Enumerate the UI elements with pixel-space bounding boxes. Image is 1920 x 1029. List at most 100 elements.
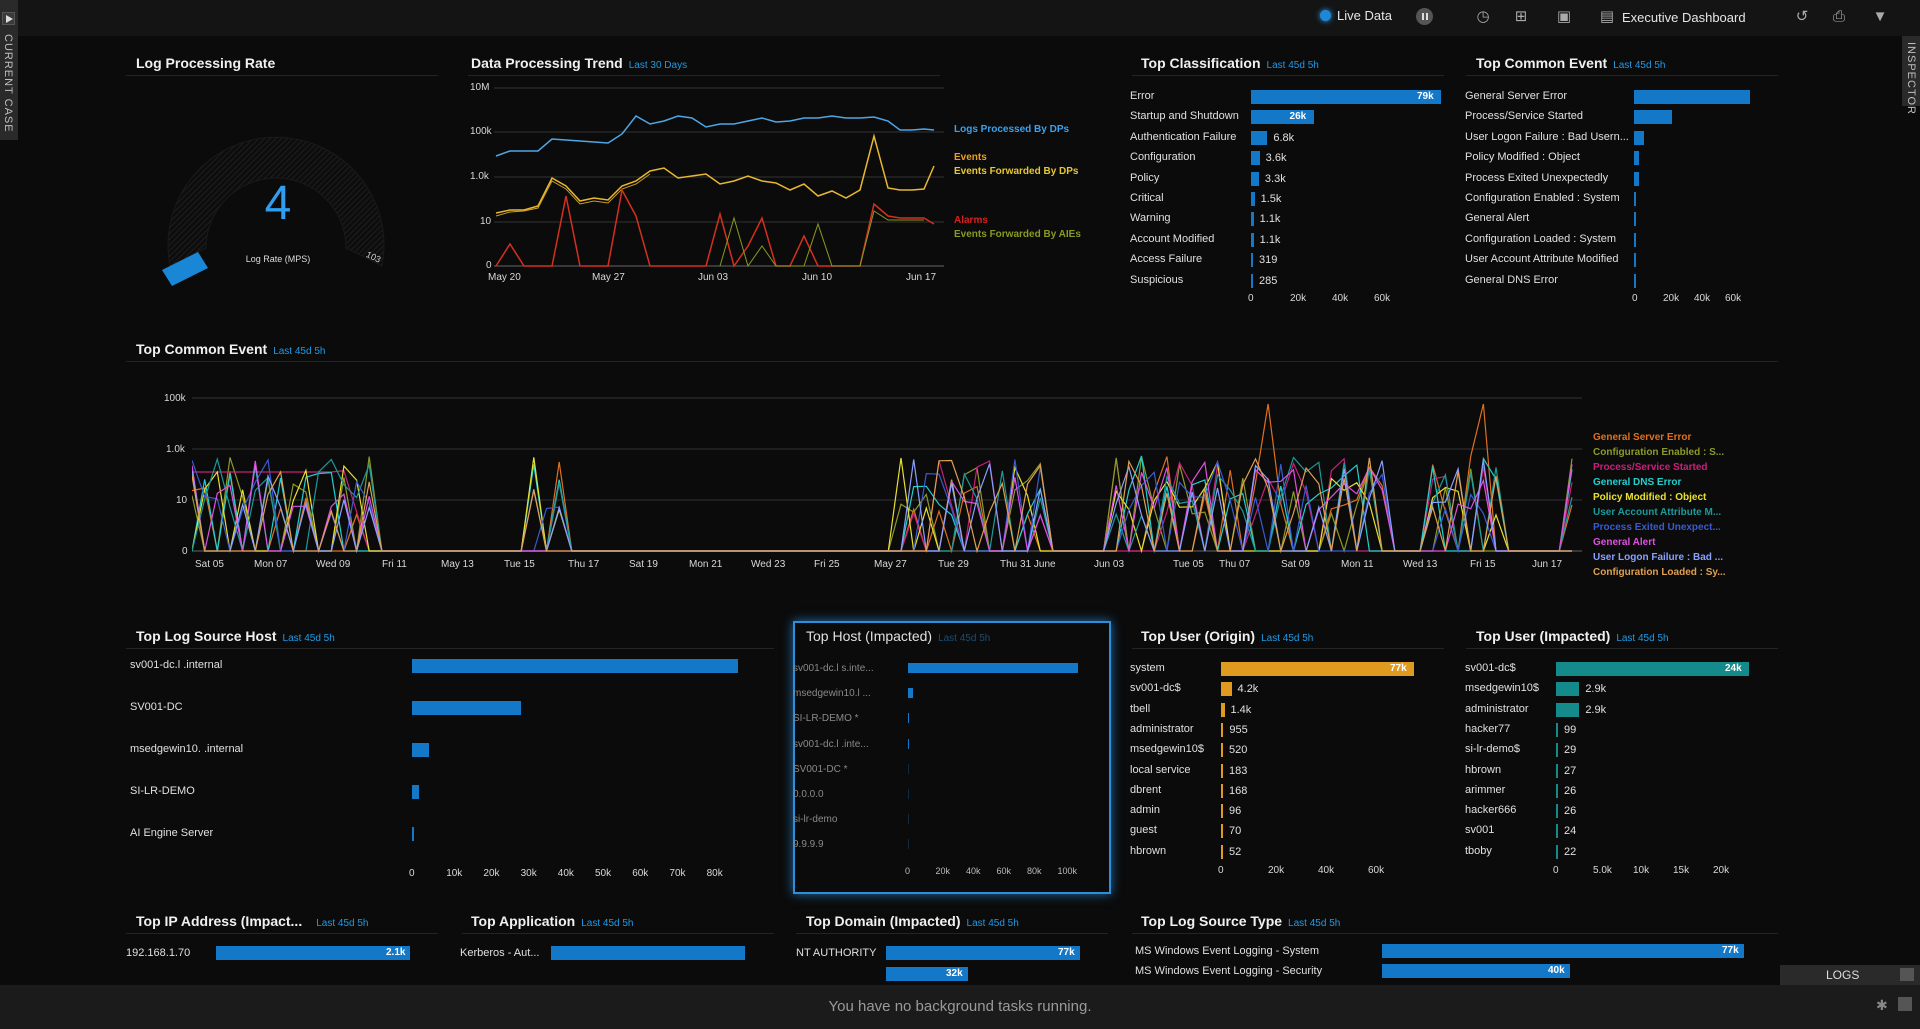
host-impacted-bar[interactable] [908, 713, 909, 724]
legend-logs-processed[interactable]: Logs Processed By DPs [954, 124, 1070, 135]
user-impacted-bar[interactable] [1556, 824, 1558, 839]
user-origin-value: 955 [1229, 723, 1248, 736]
user-impacted-bar[interactable] [1556, 702, 1580, 717]
user-impacted-bar[interactable] [1556, 783, 1558, 798]
y-tick: 10 [480, 216, 492, 227]
user-impacted-bar[interactable] [1556, 662, 1749, 676]
classification-bar[interactable] [1251, 253, 1253, 268]
user-origin-bar[interactable] [1221, 804, 1223, 819]
top-host-impacted-title: Top Host (Impacted) Last 45d 5h [806, 628, 991, 644]
time-button[interactable]: ◷ [1474, 8, 1492, 26]
host-impacted-bar[interactable] [908, 688, 913, 699]
common-event-bar[interactable] [1634, 171, 1639, 186]
user-impacted-bar[interactable] [1556, 844, 1558, 859]
common-event-bar[interactable] [1634, 130, 1644, 145]
x-tick: Jun 03 [1094, 559, 1125, 570]
host-bar[interactable] [412, 701, 522, 715]
classification-bar[interactable] [1251, 130, 1268, 145]
user-impacted-bar[interactable] [1556, 722, 1558, 737]
logs-tab[interactable]: LOGS [1780, 965, 1920, 985]
user-origin-bar[interactable] [1221, 844, 1223, 859]
legend-events[interactable]: Events [954, 152, 987, 163]
user-origin-bar[interactable] [1221, 743, 1223, 758]
classification-bar[interactable] [1251, 273, 1253, 288]
ip-bar[interactable] [216, 946, 410, 960]
trend-legend-item[interactable]: Configuration Enabled : S... [1593, 447, 1725, 458]
user-origin-bar[interactable] [1221, 662, 1414, 676]
classification-bar[interactable] [1251, 192, 1255, 206]
trend-legend-item[interactable]: Process/Service Started [1593, 462, 1708, 473]
common-event-bar[interactable] [1634, 232, 1636, 247]
trend-legend-item[interactable]: General Server Error [1593, 432, 1692, 443]
user-impacted-value: 26 [1564, 784, 1577, 797]
application-bar[interactable] [551, 946, 745, 960]
classification-bar[interactable] [1251, 110, 1314, 125]
classification-bar[interactable] [1251, 232, 1254, 247]
user-origin-bar[interactable] [1221, 682, 1232, 697]
user-impacted-bar[interactable] [1556, 743, 1558, 758]
live-data-toggle[interactable]: Live Data [1320, 8, 1392, 23]
print-button[interactable]: ⎙ [1830, 8, 1848, 26]
host-impacted-bar[interactable] [908, 839, 909, 850]
host-impacted-bar[interactable] [908, 763, 909, 774]
host-bar[interactable] [412, 659, 738, 673]
current-case-tab[interactable]: CURRENT CASE [0, 0, 18, 140]
classification-bar[interactable] [1251, 212, 1254, 227]
classification-bar[interactable] [1251, 171, 1259, 186]
trend-legend-item[interactable]: General DNS Error [1593, 477, 1682, 488]
host-impacted-bar[interactable] [908, 663, 1078, 673]
trend-legend-item[interactable]: Policy Modified : Object [1593, 492, 1707, 503]
reset-button[interactable]: ↺ [1793, 8, 1811, 26]
common-event-bar[interactable] [1634, 110, 1673, 125]
common-event-bar[interactable] [1634, 90, 1750, 104]
pause-button[interactable] [1416, 8, 1433, 25]
host-bar[interactable] [412, 827, 415, 841]
legend-alarms[interactable]: Alarms [954, 215, 988, 226]
collapse-icon[interactable] [1898, 997, 1912, 1011]
common-event-bar[interactable] [1634, 192, 1637, 206]
domain-bar[interactable] [886, 946, 1080, 960]
trend-legend-item[interactable]: Configuration Loaded : Sy... [1593, 567, 1726, 578]
x-tick: Fri 25 [814, 559, 840, 570]
trend-legend-item[interactable]: Process Exited Unexpect... [1593, 522, 1721, 533]
classification-bar[interactable] [1251, 90, 1441, 104]
legend-events-forwarded-dps[interactable]: Events Forwarded By DPs [954, 166, 1079, 177]
host-impacted-bar[interactable] [908, 814, 909, 825]
top-host-impacted-panel[interactable] [793, 621, 1111, 894]
trend-legend-item[interactable]: User Logon Failure : Bad ... [1593, 552, 1724, 563]
add-widget-button[interactable]: ⊞ [1512, 8, 1530, 26]
common-event-bar[interactable] [1634, 253, 1636, 268]
divider [126, 933, 438, 934]
settings-icon[interactable]: ✱ [1876, 997, 1888, 1013]
user-impacted-bar[interactable] [1556, 682, 1580, 697]
log-source-type-bar[interactable] [1382, 944, 1744, 958]
play-icon[interactable] [2, 12, 15, 25]
user-origin-bar[interactable] [1221, 702, 1225, 717]
common-event-bar[interactable] [1634, 151, 1640, 166]
common-event-bar[interactable] [1634, 212, 1636, 227]
user-impacted-bar[interactable] [1556, 804, 1558, 819]
trend-legend-item[interactable]: User Account Attribute M... [1593, 507, 1722, 518]
user-origin-bar[interactable] [1221, 783, 1223, 798]
save-button[interactable]: ▣ [1555, 8, 1573, 26]
trend-legend-item[interactable]: General Alert [1593, 537, 1656, 548]
host-bar[interactable] [412, 785, 420, 799]
user-origin-bar[interactable] [1221, 722, 1224, 737]
common-event-bar[interactable] [1634, 273, 1636, 288]
filter-button[interactable]: ▼ [1871, 8, 1889, 26]
legend-events-forwarded-aies[interactable]: Events Forwarded By AIEs [954, 229, 1081, 240]
classification-value: 1.1k [1259, 213, 1281, 226]
x-tick: 15k [1673, 865, 1690, 876]
inspector-tab[interactable]: INSPECTOR [1902, 36, 1920, 115]
classification-bar[interactable] [1251, 151, 1260, 166]
host-bar[interactable] [412, 743, 429, 757]
expand-icon[interactable] [1900, 968, 1914, 981]
user-origin-bar[interactable] [1221, 763, 1223, 778]
log-source-type-bar[interactable] [1382, 964, 1570, 978]
dashboard-selector[interactable]: ▤ Executive Dashboard [1598, 8, 1746, 26]
host-impacted-bar[interactable] [908, 738, 909, 749]
host-impacted-bar[interactable] [908, 789, 909, 799]
user-impacted-bar[interactable] [1556, 763, 1558, 778]
domain-bar[interactable] [886, 967, 968, 981]
user-origin-bar[interactable] [1221, 824, 1223, 839]
